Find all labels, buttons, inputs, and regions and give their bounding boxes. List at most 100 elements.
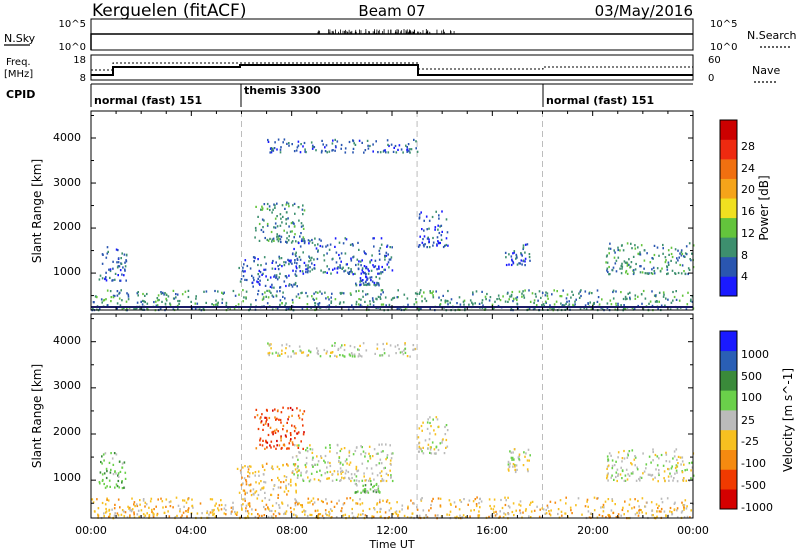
scatter-cell [277,430,279,433]
scatter-cell [510,456,513,459]
scatter-cell [288,142,290,145]
scatter-cell [631,449,634,452]
scatter-cell [411,512,414,515]
scatter-cell [372,237,374,240]
scatter-cell [320,456,323,459]
scatter-cell [369,455,371,458]
scatter-cell [675,448,678,451]
scatter-cell [611,459,614,462]
scatter-cell [671,513,673,516]
scatter-cell [123,274,125,277]
scatter-cell [271,147,274,150]
scatter-cell [247,515,249,518]
scatter-cell [643,267,645,270]
scatter-cell [234,512,237,515]
scatter-cell [514,465,516,468]
scatter-cell [384,466,386,469]
scatter-cell [331,473,334,476]
scatter-cell [369,303,372,306]
scatter-cell [92,307,94,311]
scatter-cell [280,439,282,442]
scatter-cell [597,296,600,299]
scatter-cell [371,254,373,257]
scatter-cell [545,291,547,294]
scatter-cell [296,471,298,474]
scatter-cell [676,509,678,512]
scatter-cell [361,479,364,482]
scatter-cell [621,244,623,247]
scatter-cell [287,239,290,242]
scatter-cell [297,503,299,506]
scatter-cell [373,507,375,510]
scatter-cell [124,477,127,480]
scatter-cell [687,272,689,276]
scatter-cell [104,452,107,455]
scatter-cell [309,240,311,243]
scatter-cell [143,300,145,303]
scatter-cell [668,479,670,482]
scatter-cell [525,508,527,511]
scatter-cell [686,505,688,508]
scatter-cell [124,511,127,514]
scatter-cell [370,259,373,262]
scatter-cell [340,143,343,147]
scatter-cell [296,476,299,479]
scatter-cell [437,228,439,231]
scatter-cell [445,424,448,427]
scatter-cell [358,348,360,352]
scatter-cell [299,451,301,454]
scatter-cell [266,289,268,292]
scatter-cell [257,281,259,284]
scatter-cell [377,272,379,275]
scatter-cell [312,297,314,300]
scatter-cell [603,506,605,509]
scatter-cell [287,504,289,507]
scatter-cell [288,447,290,450]
scatter-cell [262,230,265,233]
scatter-cell [683,477,685,480]
scatter-cell [348,272,350,275]
scatter-cell [116,485,119,488]
scatter-cell [388,354,390,357]
scatter-cell [634,498,636,501]
station-title: Kerguelen (fitACF) [92,1,246,21]
scatter-cell [336,452,338,455]
scatter-cell [319,244,322,248]
scatter-cell [690,469,692,472]
scatter-cell [607,498,610,501]
scatter-cell [689,258,691,261]
scatter-cell [683,270,685,273]
scatter-cell [538,290,541,293]
scatter-cell [379,515,382,519]
scatter-cell [574,300,576,303]
scatter-cell [629,291,631,294]
scatter-cell [256,280,258,283]
scatter-cell [361,267,364,270]
scatter-cell [667,263,670,266]
scatter-cell [256,414,259,417]
scatter-cell [660,304,663,307]
scatter-cell [302,236,305,239]
scatter-cell [440,224,443,227]
scatter-cell [416,508,419,511]
scatter-cell [649,473,651,476]
scatter-cell [151,508,153,511]
scatter-cell [317,291,319,294]
scatter-cell [319,513,322,516]
scatter-cell [359,277,362,280]
scatter-cell [286,421,288,424]
scatter-cell [271,294,274,297]
scatter-cell [671,465,673,468]
scatter-cell [606,465,609,468]
scatter-cell [339,291,342,295]
scatter-cell [211,509,214,512]
scatter-cell [295,274,297,277]
scatter-cell [245,480,248,483]
scatter-cell [294,468,297,471]
scatter-cell [644,297,647,300]
scatter-cell [623,260,626,263]
scatter-cell [609,273,611,276]
scatter-cell [615,460,617,463]
scatter-cell [340,479,342,482]
scatter-cell [160,292,163,295]
